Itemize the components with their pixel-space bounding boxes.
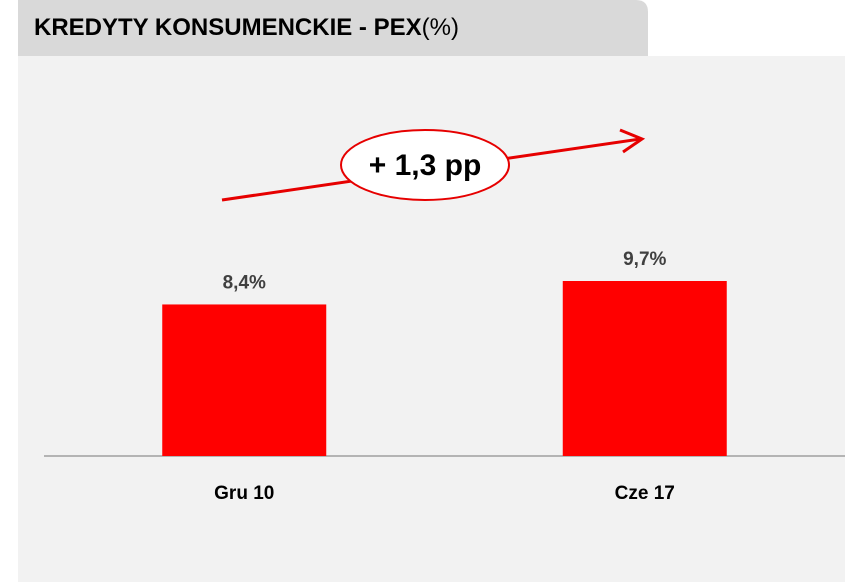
bar: [162, 304, 327, 456]
x-tick-label: Cze 17: [615, 483, 675, 504]
chart-title: KREDYTY KONSUMENCKIE - PEX(%): [34, 14, 459, 41]
arrow-head: [619, 128, 646, 154]
annotation-ellipse: [340, 129, 510, 201]
bar: [562, 281, 727, 456]
x-tick-label: Gru 10: [214, 483, 274, 504]
value-label: 8,4%: [223, 272, 266, 293]
title-unit: (%): [422, 14, 459, 41]
title-text: KREDYTY KONSUMENCKIE - PEX: [34, 14, 422, 41]
title-tab: [18, 0, 648, 56]
value-label: 9,7%: [623, 249, 666, 270]
annotation: + 1,3 pp: [369, 149, 482, 182]
